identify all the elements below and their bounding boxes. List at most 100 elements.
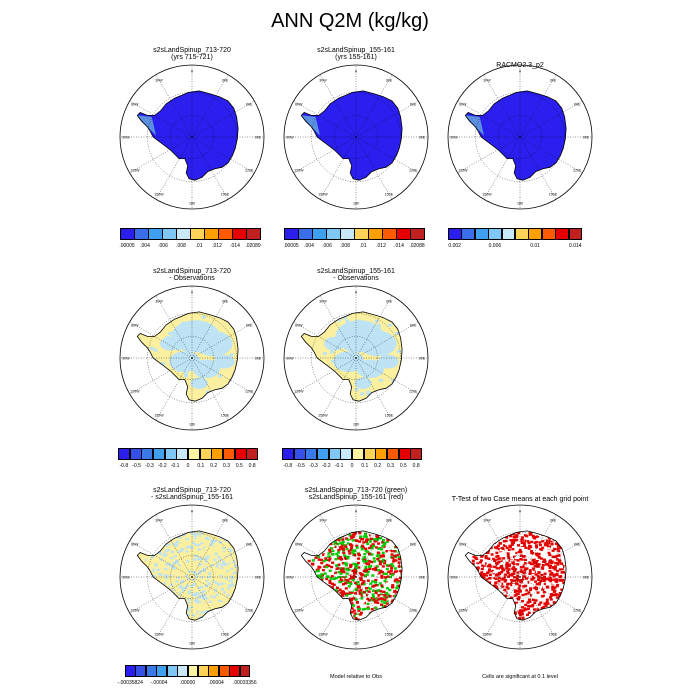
lon-label: 120E <box>409 390 418 394</box>
lon-label: 60E <box>574 543 581 547</box>
lon-label: 150W <box>318 414 328 418</box>
colorbar-label: .01 <box>359 243 367 249</box>
colorbar-box <box>141 448 154 460</box>
lon-label: 150E <box>385 193 394 197</box>
colorbar-box <box>382 228 397 240</box>
colorbar-label: .004 <box>304 243 314 249</box>
colorbar-box <box>120 228 135 240</box>
lon-label: 30W <box>483 78 491 82</box>
colorbar-label: -0.1 <box>170 463 180 469</box>
colorbar-label: 0.2 <box>374 463 382 469</box>
lon-label: 180 <box>517 642 523 646</box>
lon-label: 0 <box>191 291 193 295</box>
colorbar-box <box>239 665 251 677</box>
colorbar-box <box>190 228 205 240</box>
colorbar-label: 0.2 <box>210 463 218 469</box>
lon-label: 60E <box>246 543 253 547</box>
lon-label: 30E <box>222 78 229 82</box>
graticule <box>448 65 592 209</box>
lon-label: 60E <box>410 103 417 107</box>
lon-label: 150W <box>154 414 164 418</box>
map-panel-8: 0 30E 60E 90E 120E 150E 180 150W 120W 90W 60W 30W <box>440 497 600 657</box>
colorbar-label: 0.3 <box>223 463 230 469</box>
colorbar-box <box>234 448 247 460</box>
lon-label: 90W <box>286 136 294 140</box>
lon-label: 30E <box>550 518 557 522</box>
lon-label: 30E <box>386 78 393 82</box>
colorbar-label: 0.5 <box>399 463 407 469</box>
lon-label: 60W <box>295 103 303 107</box>
colorbar-box <box>125 665 136 677</box>
colorbar-box <box>177 665 188 677</box>
map-panel-5: 0 30E 60E 90E 120E 150E 180 150W 120W 90W 60W 30W <box>276 278 436 438</box>
colorbar-label: .006 <box>322 243 332 249</box>
coastline <box>300 530 403 621</box>
lon-label: 150W <box>482 193 492 197</box>
colorbar-box <box>555 228 570 240</box>
colorbar-box <box>211 448 224 460</box>
coastline <box>136 530 239 621</box>
lon-label: 180 <box>353 642 359 646</box>
colorbar-label: -0.2 <box>158 463 167 469</box>
lon-label: 150E <box>385 633 394 637</box>
continent-fill <box>465 90 567 181</box>
colorbar-label: 0 <box>186 463 190 469</box>
map-panel-2: 0 30E 60E 90E 120E 150E 180 150W 120W 90W 60W 30W <box>276 57 436 217</box>
colorbar-label: 0.014 <box>569 243 582 249</box>
colorbar-label: .012 <box>212 243 222 249</box>
map-border <box>283 285 429 431</box>
colorbar-box <box>396 228 411 240</box>
lon-label: 180 <box>353 202 359 206</box>
colorbar-box <box>246 228 261 240</box>
lon-label: 120W <box>294 169 304 173</box>
note-model-relative: Model relative to Obs <box>330 674 382 680</box>
colorbar-box <box>188 448 201 460</box>
colorbar-box <box>199 448 212 460</box>
lon-label: 90W <box>450 136 458 140</box>
lon-label: 90E <box>583 136 590 140</box>
colorbar-label: 0.3 <box>387 463 394 469</box>
panel-title-5: s2sLandSpinup_155-161- Observations <box>317 268 395 282</box>
colorbar-label: -0.8 <box>283 463 293 469</box>
lon-label: 150E <box>549 633 558 637</box>
lon-label: 90W <box>286 576 294 580</box>
colorbar-label: .006 <box>158 243 168 249</box>
colorbar-label: .014 <box>230 243 240 249</box>
graticule <box>448 505 592 649</box>
colorbar-label: 0.5 <box>235 463 243 469</box>
map-panel-3: 0 30E 60E 90E 120E 150E 180 150W 120W 90W 60W 30W <box>440 57 600 217</box>
colorbar-label: 0.01 <box>530 243 540 249</box>
peninsula-fill <box>465 115 484 136</box>
polar-map-2: 0 30E 60E 90E 120E 150E 180 150W 120W 90W 60W 30W <box>283 64 429 210</box>
colorbar-box <box>164 448 177 460</box>
colorbar-label: .00005 <box>283 243 299 249</box>
colorbar-box <box>488 228 503 240</box>
lon-label: 60W <box>131 324 139 328</box>
colorbar-label: -0.3 <box>309 463 318 469</box>
colorbar-box <box>317 448 330 460</box>
colorbar-label: .02089 <box>245 243 261 249</box>
lon-label: 0 <box>355 70 357 74</box>
colorbar-label: .004 <box>140 243 150 249</box>
colorbar-label: -.00004 <box>150 680 168 686</box>
panel-title-3: RACMO2.3_p2 <box>496 62 544 69</box>
panel-title-8: T-Test of two Case means at each grid po… <box>451 496 589 503</box>
lon-label: 120W <box>458 609 468 613</box>
lon-label: 90W <box>450 576 458 580</box>
colorbar-box <box>541 228 556 240</box>
panel-title-4: s2sLandSpinup_713-720- Observations <box>153 268 231 282</box>
colorbar-label: 0.8 <box>248 463 256 469</box>
polar-map-4: 0 30E 60E 90E 120E 150E 180 150W 120W 90W 60W 30W <box>119 285 265 431</box>
lon-label: 0 <box>519 510 521 514</box>
colorbar-label: -0.3 <box>145 463 154 469</box>
lon-label: 150W <box>482 633 492 637</box>
graticule <box>120 65 264 209</box>
colorbar-box <box>229 665 241 677</box>
panel-title-7: s2sLandSpinup_713-720 (green) s2sLandSpin… <box>304 487 408 501</box>
colorbar-box <box>145 665 157 677</box>
lon-label: 90W <box>286 357 294 361</box>
note-significance: Cells are significant at 0.1 level <box>482 674 558 680</box>
colorbar-box <box>340 448 353 460</box>
lon-label: 180 <box>189 202 195 206</box>
lon-label: 90E <box>255 136 262 140</box>
